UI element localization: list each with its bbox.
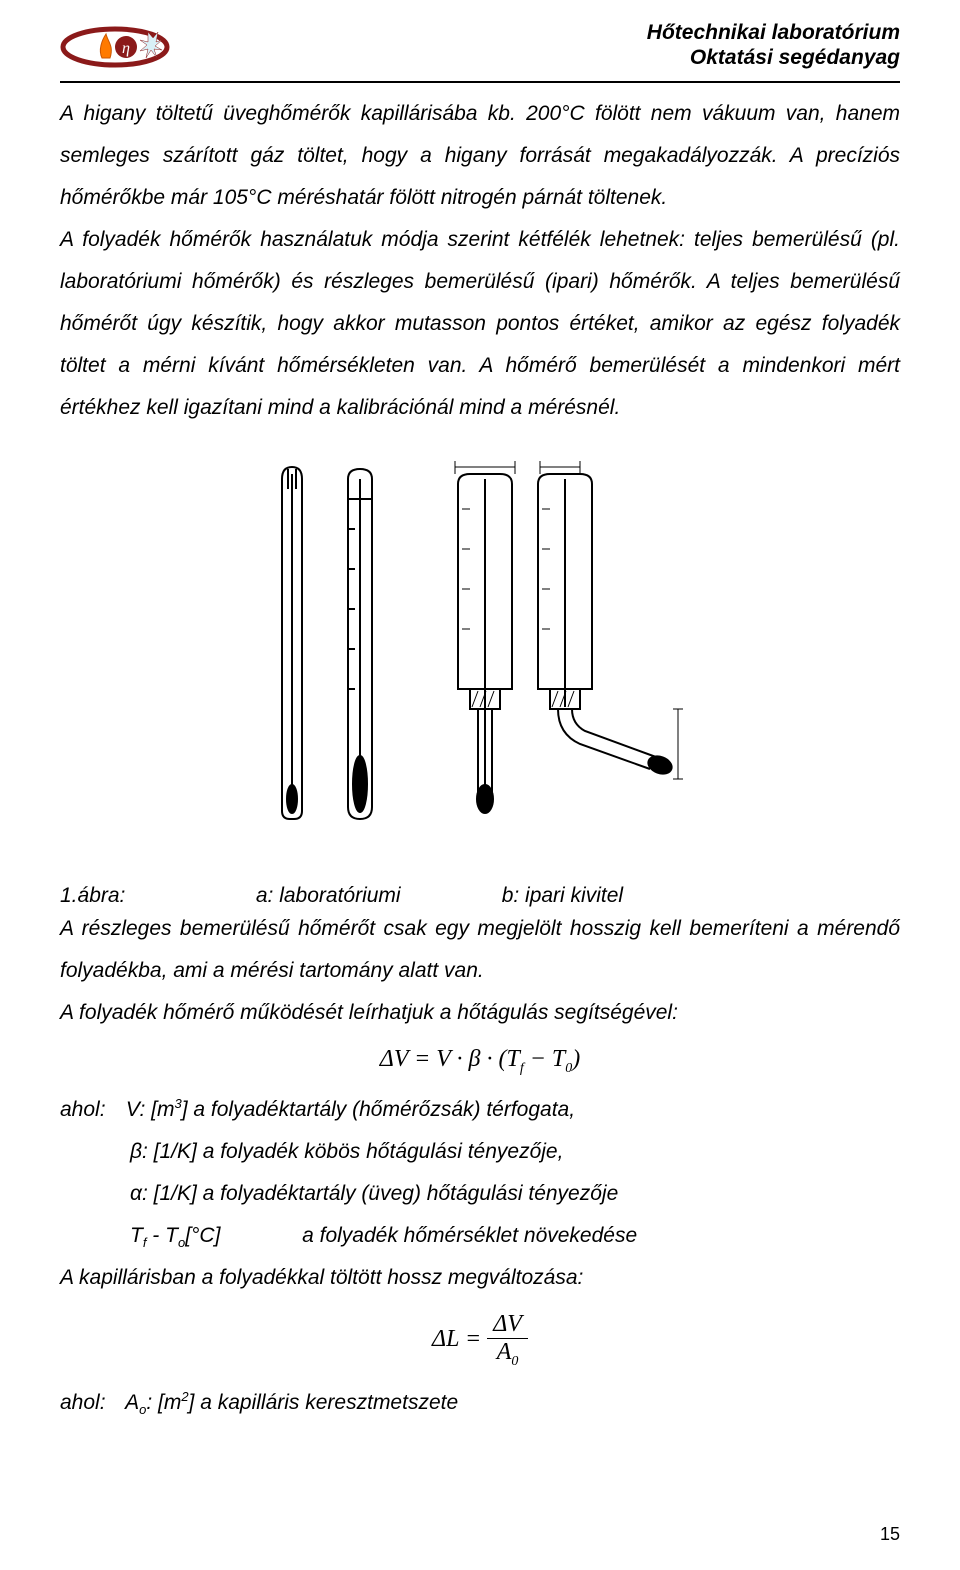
def-beta: β: [1/K] a folyadék köbös hőtágulási tén… <box>60 1131 900 1173</box>
def-v: ahol: V: [m3] a folyadéktartály (hőmérőz… <box>60 1089 900 1131</box>
figure-caption: 1.ábra: a: laboratóriumi b: ipari kivite… <box>60 884 900 908</box>
def-alpha: α: [1/K] a folyadéktartály (üveg) hőtágu… <box>60 1173 900 1215</box>
paragraph-4: A folyadék hőmérő működését leírhatjuk a… <box>60 992 900 1034</box>
equation-1: ΔV = V · β · (Tf − T0) <box>60 1046 900 1077</box>
logo: η <box>60 20 180 75</box>
caption-a: a: laboratóriumi <box>256 884 496 908</box>
page-number: 15 <box>880 1524 900 1545</box>
equation-2: ΔL = ΔV A0 <box>60 1311 900 1370</box>
paragraph-3: A részleges bemerülésű hőmérőt csak egy … <box>60 908 900 992</box>
eta-char: η <box>122 40 130 57</box>
paragraph-1: A higany töltetű üveghőmérők kapillárisá… <box>60 93 900 219</box>
figure-1 <box>60 449 900 854</box>
caption-label: 1.ábra: <box>60 884 250 908</box>
header-line2: Oktatási segédanyag <box>647 45 900 70</box>
header-row: η Hőtechnikai laboratórium Oktatási segé… <box>60 20 900 75</box>
header-text: Hőtechnikai laboratórium Oktatási segéda… <box>647 20 900 70</box>
page-container: η Hőtechnikai laboratórium Oktatási segé… <box>0 0 960 1570</box>
caption-b: b: ipari kivitel <box>502 884 623 908</box>
header-line1: Hőtechnikai laboratórium <box>647 20 900 45</box>
divider <box>60 81 900 83</box>
def-ao: ahol: Ao: [m2] a kapilláris keresztmetsz… <box>60 1382 900 1424</box>
paragraph-5: A kapillárisban a folyadékkal töltött ho… <box>60 1257 900 1299</box>
def-t: Tf - To[°C] a folyadék hőmérséklet növek… <box>60 1215 900 1257</box>
paragraph-2: A folyadék hőmérők használatuk módja sze… <box>60 219 900 429</box>
